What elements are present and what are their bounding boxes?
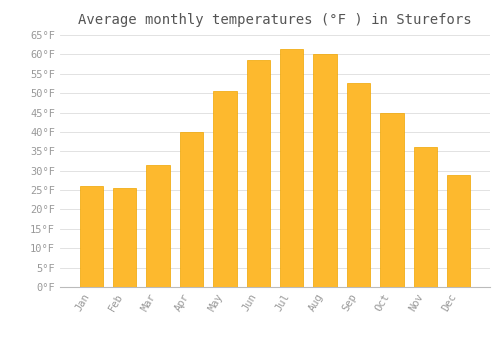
Bar [314,54,337,287]
Bar [113,188,136,287]
Title: Average monthly temperatures (°F ) in Sturefors: Average monthly temperatures (°F ) in St… [78,13,472,27]
Bar [180,132,203,287]
Bar [347,83,370,287]
Bar [80,186,103,287]
Bar [447,175,470,287]
Bar [414,147,437,287]
Bar [380,113,404,287]
Bar [246,60,270,287]
Bar [280,49,303,287]
Bar [213,91,236,287]
Bar [146,165,170,287]
